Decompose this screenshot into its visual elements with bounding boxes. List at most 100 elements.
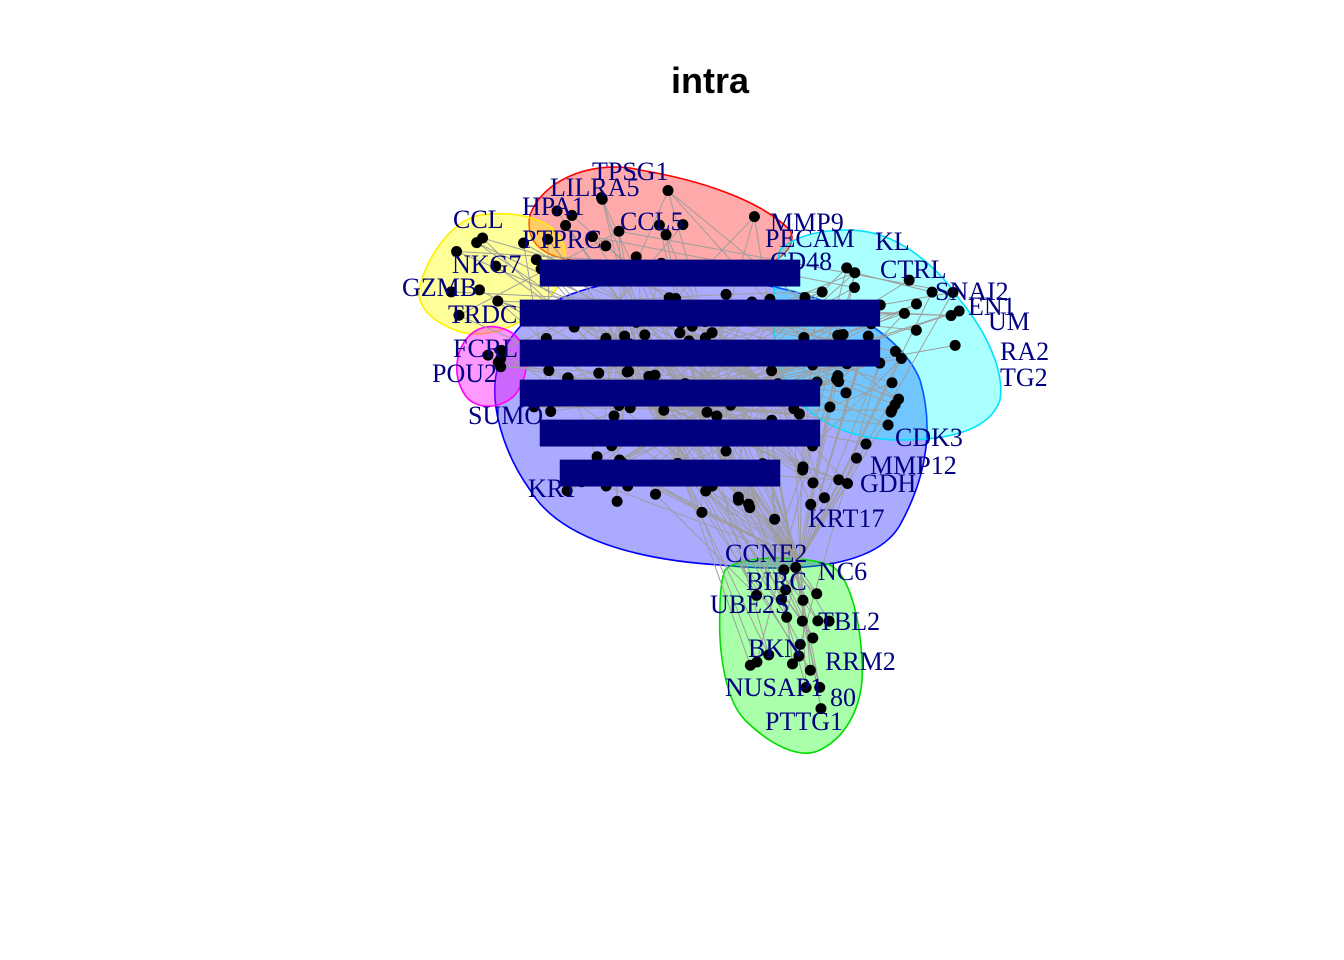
edge — [649, 399, 867, 445]
graph-node — [624, 402, 636, 414]
graph-node — [766, 365, 778, 377]
graph-node — [910, 324, 922, 336]
graph-node — [807, 346, 819, 358]
graph-node — [833, 306, 845, 318]
graph-node — [451, 245, 463, 257]
node-label: KRT — [528, 474, 579, 503]
graph-node — [595, 192, 607, 204]
graph-node — [793, 650, 805, 662]
node-label: GDH — [860, 469, 917, 498]
graph-node — [786, 658, 798, 670]
graph-node — [720, 288, 732, 300]
edge — [501, 349, 848, 484]
graph-node — [882, 419, 894, 431]
graph-node — [848, 281, 860, 293]
edge — [759, 379, 831, 408]
graph-node — [617, 429, 629, 441]
edge — [802, 272, 856, 467]
graph-node — [790, 561, 802, 573]
edge — [739, 362, 880, 396]
edge — [456, 250, 662, 264]
graph-node — [540, 332, 552, 344]
node-labels: TPSG1 LILRA5 HPA1 CCL PTPRC NKG7 GZMB TR… — [402, 157, 1049, 736]
edge — [619, 190, 669, 301]
graph-node — [763, 649, 775, 661]
graph-node — [779, 301, 791, 313]
graph-node — [606, 440, 618, 452]
edge — [793, 408, 825, 498]
graph-node — [679, 378, 691, 390]
graph-node — [677, 219, 689, 231]
graph-node — [824, 401, 836, 413]
node-label: CDK3 — [895, 423, 963, 452]
graph-node — [744, 659, 756, 671]
edge — [658, 224, 701, 411]
graph-node — [800, 682, 812, 694]
graph-node — [945, 310, 957, 322]
graph-node — [754, 345, 766, 357]
graph-node — [781, 611, 793, 623]
edge — [699, 409, 830, 622]
node-label: NKG7 — [452, 250, 521, 279]
graph-node — [815, 703, 827, 715]
graph-node — [780, 584, 792, 596]
graph-node — [535, 263, 547, 275]
node-label: BKN — [748, 634, 803, 663]
edge — [799, 292, 954, 561]
graph-node — [751, 589, 763, 601]
graph-node — [833, 474, 845, 486]
edge — [548, 299, 621, 371]
graph-node — [752, 423, 764, 435]
graph-node — [623, 338, 635, 350]
edge — [535, 259, 651, 401]
graph-node — [841, 262, 853, 274]
edge — [495, 265, 701, 411]
graph-node — [663, 292, 675, 304]
node-label: SUMO — [468, 401, 543, 430]
edge — [711, 332, 801, 561]
edge — [497, 300, 952, 317]
node-label: KL — [875, 227, 910, 256]
graph-node — [492, 356, 504, 368]
graph-node — [949, 339, 961, 351]
graph-node — [560, 220, 572, 232]
edge — [801, 621, 821, 688]
graph-node — [686, 320, 698, 332]
graph-node — [798, 331, 810, 343]
node-label: CCNE2 — [725, 539, 807, 568]
graph-node — [778, 564, 790, 576]
edge — [725, 450, 814, 639]
graph-node — [655, 257, 667, 269]
edge — [799, 291, 933, 561]
graph-node — [797, 461, 809, 473]
graph-node — [794, 638, 806, 650]
graph-node — [811, 376, 823, 388]
graph-node — [649, 369, 661, 381]
graph-node — [683, 335, 695, 347]
graph-node — [926, 286, 938, 298]
graph-node — [492, 295, 504, 307]
node-label: RRM2 — [825, 647, 896, 676]
graph-node — [797, 594, 809, 606]
edge — [649, 395, 731, 401]
graph-node — [658, 404, 670, 416]
graph-node — [551, 205, 563, 217]
graph-node — [734, 350, 746, 362]
graph-node — [805, 498, 817, 510]
graph-node — [623, 365, 635, 377]
edge — [523, 242, 761, 381]
node-label: LILRA5 — [550, 173, 640, 202]
node-label-dense: ▇▇▇▇▇▇▇▇▇▇▇▇▇▇▇▇▇▇ — [519, 297, 881, 327]
graph-node — [807, 359, 819, 371]
edge — [605, 245, 761, 381]
graph-node — [818, 492, 830, 504]
node-label: TBL2 — [818, 607, 880, 636]
node-label: NUSAP1 — [725, 673, 823, 702]
node-label: TG2 — [1000, 363, 1048, 392]
graph-node — [616, 457, 628, 469]
graph-node — [546, 429, 558, 441]
graph-node — [910, 298, 922, 310]
graph-node — [657, 350, 669, 362]
node-label-dense: ▇▇▇▇▇▇▇▇▇▇▇▇▇▇▇ — [519, 377, 821, 407]
